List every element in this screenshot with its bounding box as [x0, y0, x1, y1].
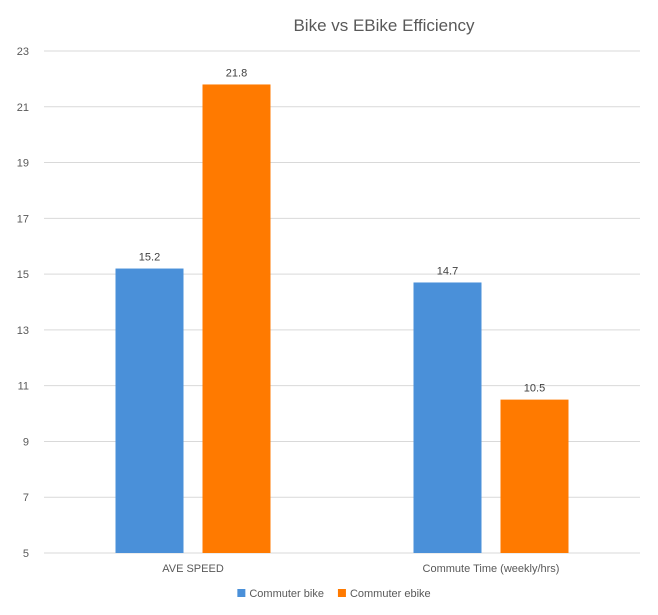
y-tick-label: 9 — [23, 436, 29, 448]
y-tick-label: 19 — [17, 158, 29, 170]
y-tick-label: 11 — [18, 381, 29, 393]
bar-commuter-ebike — [500, 399, 569, 553]
labels-layer: 5 7 9 11 13 15 17 19 21 23 15.2 21.8 AVE SPEED 14.7 10… — [17, 46, 560, 575]
chart-title: Bike vs EBike Efficiency — [293, 16, 475, 35]
y-tick-label: 17 — [17, 213, 29, 225]
y-tick-label: 7 — [23, 492, 29, 504]
bars-layer — [115, 84, 569, 553]
bar-commuter-bike — [115, 268, 184, 553]
bar-commuter-ebike — [202, 84, 271, 553]
y-tick-label: 21 — [17, 102, 29, 114]
data-label: 21.8 — [226, 67, 247, 79]
data-label: 10.5 — [524, 383, 545, 395]
legend: Commuter bike Commuter ebike — [237, 588, 431, 600]
data-label: 15.2 — [139, 252, 160, 264]
y-tick-label: 23 — [17, 46, 29, 58]
y-tick-label: 13 — [17, 325, 29, 337]
legend-swatch — [237, 589, 246, 597]
data-label: 14.7 — [437, 265, 458, 277]
legend-label: Commuter ebike — [350, 588, 431, 600]
bar-commuter-bike — [413, 282, 482, 553]
legend-label: Commuter bike — [249, 588, 324, 600]
y-tick-label: 5 — [23, 548, 29, 560]
y-tick-label: 15 — [17, 269, 29, 281]
category-label: Commute Time (weekly/hrs) — [423, 563, 560, 575]
category-label: AVE SPEED — [162, 563, 224, 575]
legend-swatch — [337, 589, 346, 597]
